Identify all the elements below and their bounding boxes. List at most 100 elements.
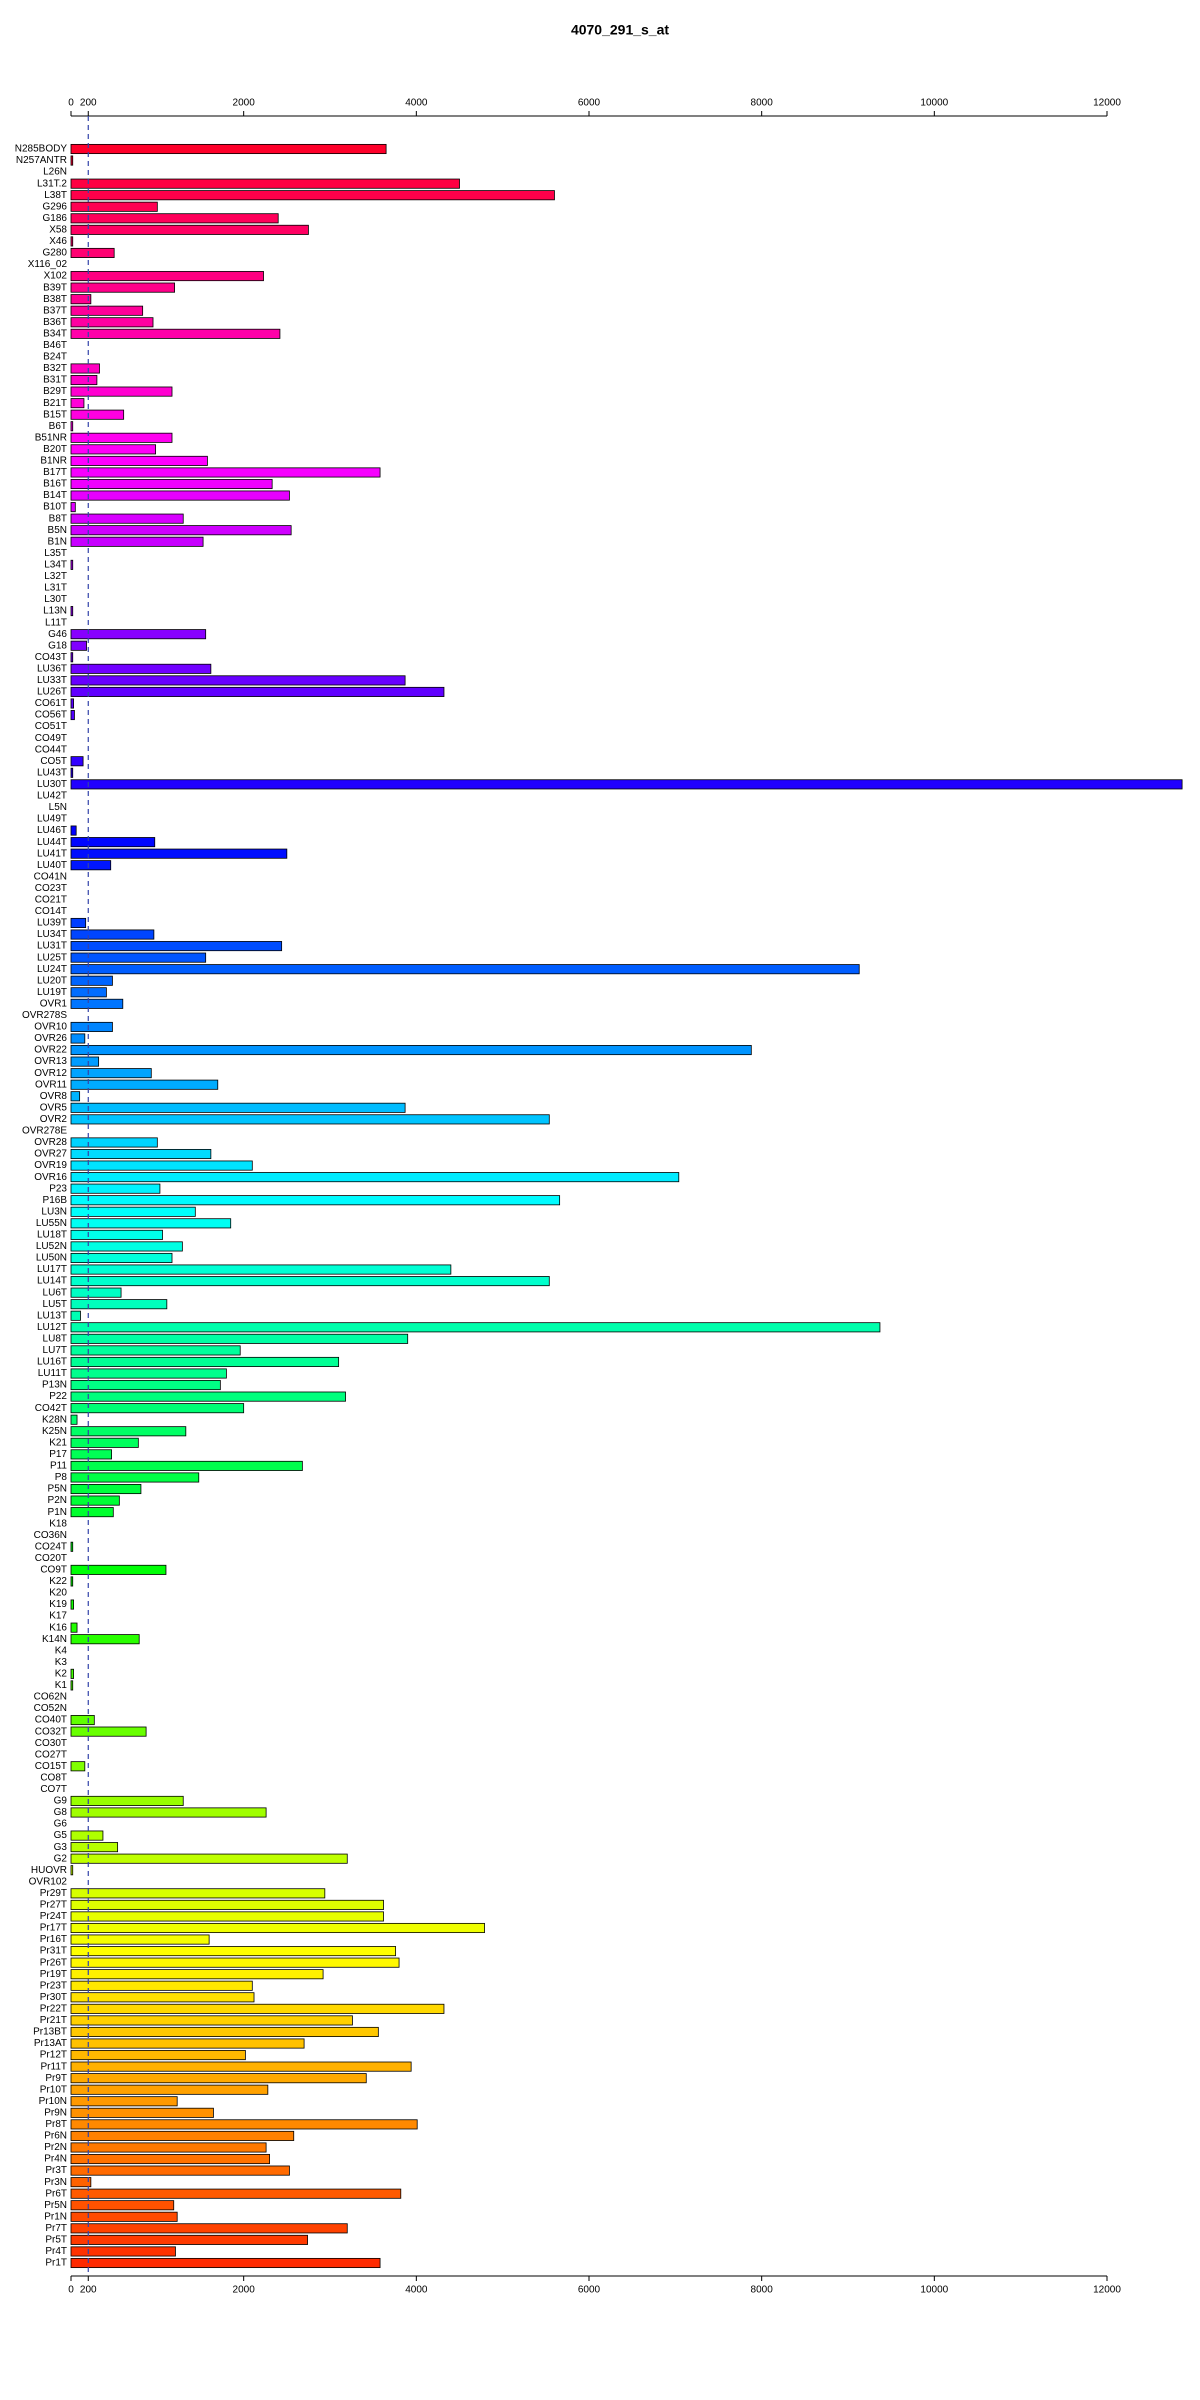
y-tick-label: Pr10N — [39, 2096, 67, 2107]
bar — [70, 1056, 100, 1067]
bar — [70, 1195, 561, 1206]
bar — [70, 1333, 409, 1344]
y-tick-label: Pr3N — [44, 2177, 67, 2188]
bar — [70, 1992, 255, 2003]
y-tick-label: K14N — [42, 1634, 67, 1645]
y-tick-label: LU31T — [37, 941, 67, 952]
bar — [70, 2223, 348, 2234]
bar — [70, 1899, 384, 1910]
y-tick-label: Pr30T — [40, 1992, 67, 2003]
y-tick-label: CO5T — [40, 756, 67, 767]
x-tick-label: 200 — [80, 98, 97, 109]
bar — [70, 1252, 173, 1264]
bar — [70, 2073, 367, 2084]
bar — [70, 1172, 680, 1183]
y-tick-label: LU12T — [37, 1322, 67, 1333]
bar — [70, 837, 156, 848]
bar — [70, 1830, 104, 1841]
y-tick-label: L34T — [44, 560, 67, 571]
y-tick-label: G280 — [43, 248, 68, 259]
y-tick-label: Pr26T — [40, 1957, 67, 1968]
bar — [70, 1368, 227, 1379]
y-tick-label: Pr10T — [40, 2084, 67, 2095]
y-tick-label: Pr8T — [45, 2119, 67, 2130]
y-tick-label: CO41N — [34, 871, 67, 882]
bar — [70, 2130, 295, 2141]
y-tick-label: CO51T — [35, 721, 67, 732]
x-tick-label: 0 — [68, 98, 74, 109]
bar — [70, 860, 112, 871]
y-tick-label: B1N — [48, 536, 67, 547]
y-tick-label: K16 — [49, 1622, 67, 1633]
y-tick-label: X102 — [44, 271, 68, 282]
bar — [70, 409, 125, 420]
y-tick-label: B31T — [43, 375, 67, 386]
bar — [70, 975, 113, 986]
bar — [70, 525, 292, 536]
bar — [70, 1310, 81, 1321]
y-tick-label: LU3N — [41, 1206, 67, 1217]
y-tick-label: K3 — [55, 1657, 68, 1668]
y-tick-label: CO40T — [35, 1715, 67, 1726]
y-tick-label: OVR10 — [34, 1022, 67, 1033]
y-tick-label: B36T — [43, 317, 67, 328]
y-tick-label: P23 — [49, 1183, 67, 1194]
y-tick-label: G5 — [54, 1830, 68, 1841]
y-tick-label: Pr13AT — [34, 2038, 67, 2049]
bar — [70, 2084, 269, 2095]
y-tick-label: B17T — [43, 467, 67, 478]
bar — [70, 1356, 340, 1367]
y-tick-label: LU7T — [43, 1345, 67, 1356]
bar — [70, 1287, 122, 1298]
y-tick-label: B39T — [43, 282, 67, 293]
y-tick-label: G8 — [54, 1807, 68, 1818]
y-tick-label: CO61T — [35, 698, 67, 709]
y-tick-label: K2 — [55, 1668, 68, 1679]
bar — [70, 2119, 418, 2130]
y-tick-label: LU16T — [37, 1357, 67, 1368]
bar — [70, 305, 144, 316]
y-tick-label: P8 — [55, 1472, 68, 1483]
y-tick-label: Pr22T — [40, 2003, 67, 2014]
y-tick-label: G18 — [48, 640, 67, 651]
y-tick-label: L11T — [45, 617, 67, 628]
bar — [70, 652, 74, 663]
y-tick-label: L35T — [44, 548, 67, 559]
y-tick-label: B14T — [43, 490, 67, 501]
y-tick-label: OVR16 — [34, 1172, 67, 1183]
bar — [70, 2142, 267, 2153]
bar — [70, 294, 92, 305]
bar — [70, 2026, 379, 2037]
y-tick-label: LU50N — [36, 1253, 67, 1264]
y-tick-label: P1N — [48, 1507, 67, 1518]
y-tick-label: G296 — [43, 201, 68, 212]
y-tick-label: OVR11 — [35, 1079, 67, 1090]
y-tick-label: Pr21T — [40, 2015, 67, 2026]
bar — [70, 2211, 178, 2222]
bar — [70, 2200, 175, 2211]
bar — [70, 2107, 214, 2118]
y-tick-label: LU30T — [37, 779, 67, 790]
y-tick-label: K21 — [49, 1437, 67, 1448]
bar — [70, 421, 74, 432]
bar — [70, 1634, 140, 1645]
bar — [70, 1102, 406, 1113]
bar — [70, 929, 155, 940]
y-tick-label: K28N — [42, 1414, 67, 1425]
y-tick-label: G3 — [54, 1842, 68, 1853]
y-tick-label: LU43T — [37, 767, 67, 778]
y-tick-label: LU40T — [37, 860, 67, 871]
x-tick-label: 8000 — [751, 2285, 774, 2296]
bar — [70, 502, 76, 513]
bar — [70, 1276, 550, 1287]
y-tick-label: B46T — [43, 340, 67, 351]
y-tick-label: CO49T — [35, 733, 67, 744]
y-tick-label: Pr5N — [44, 2200, 67, 2211]
bar — [70, 178, 460, 189]
bar — [70, 143, 387, 155]
y-tick-label: B37T — [43, 305, 67, 316]
bar — [70, 1380, 221, 1391]
y-tick-label: OVR27 — [34, 1149, 67, 1160]
bar — [70, 1148, 212, 1160]
